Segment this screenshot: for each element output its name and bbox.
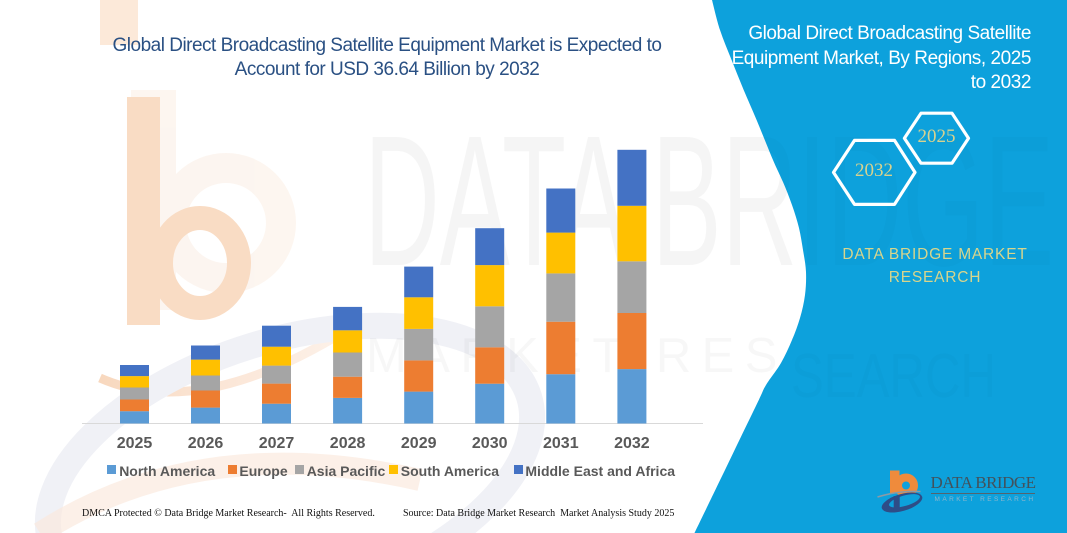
svg-text:SEARCH: SEARCH	[791, 342, 996, 411]
